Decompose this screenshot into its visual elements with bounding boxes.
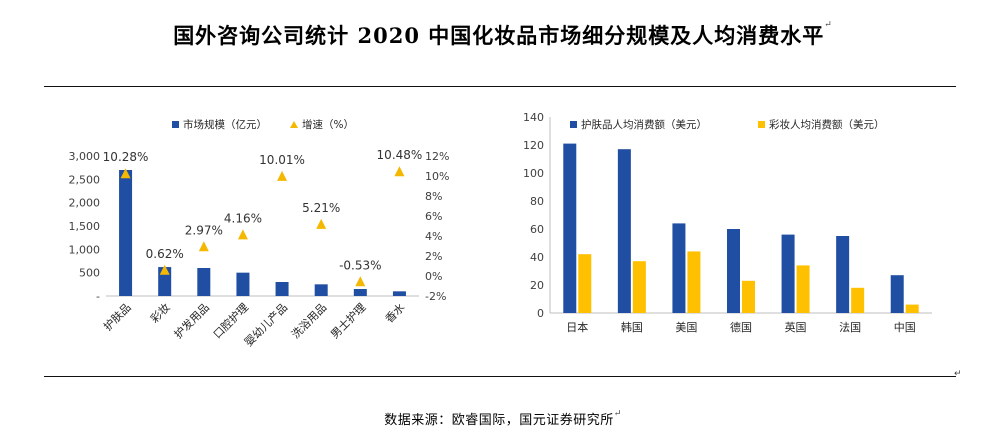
left-axis-tick-label: 1,500 — [69, 220, 101, 233]
right-axis-tick-label: 8% — [425, 190, 442, 203]
category-label: 口腔护理 — [210, 300, 251, 341]
category-label: 婴幼儿产品 — [241, 300, 290, 349]
growth-data-label: 5.21% — [302, 201, 340, 215]
bar-skincare — [617, 149, 631, 313]
category-label: 英国 — [785, 320, 807, 334]
bar-skincare — [781, 234, 795, 313]
left-axis-tick-label: 1,000 — [69, 243, 101, 256]
legend-label-growth: 增速（%） — [302, 118, 354, 131]
category-label: 德国 — [730, 320, 752, 334]
growth-marker — [316, 218, 327, 229]
category-label: 香水 — [383, 301, 408, 326]
bar-market-size — [197, 268, 211, 296]
growth-data-label: 0.62% — [146, 247, 184, 261]
left-axis-tick-label: 3,000 — [69, 150, 101, 163]
paragraph-mark-icon: ↵ — [824, 20, 833, 30]
bar-skincare — [727, 229, 740, 313]
source-text: 数据来源：欧睿国际，国元证券研究所 — [384, 413, 614, 428]
category-label: 彩妆 — [148, 301, 173, 326]
page-title: 国外咨询公司统计 2020 中国化妆品市场细分规模及人均消费水平↵ — [0, 20, 1006, 50]
y-axis-tick-label: 40 — [530, 251, 544, 264]
growth-marker — [120, 168, 131, 179]
growth-data-label: -0.53% — [339, 258, 381, 272]
right-axis-tick-label: 4% — [425, 230, 442, 243]
legend-swatch-makeup — [758, 121, 765, 128]
legend-label-makeup: 彩妆人均消费额（美元） — [769, 118, 885, 131]
category-label: 护发用品 — [171, 300, 212, 341]
legend-label-skincare: 护肤品人均消费额（美元） — [581, 118, 707, 131]
growth-data-label: 10.28% — [103, 150, 149, 164]
legend-triangle-icon — [290, 121, 298, 128]
category-label: 法国 — [839, 320, 861, 334]
growth-marker — [394, 166, 405, 177]
category-label: 韩国 — [621, 320, 643, 334]
market-size-chart: 市场规模（亿元） 增速（%） - 500 1,000 1,500 2,000 2,500 3,0… — [69, 118, 450, 349]
bar-makeup — [632, 261, 646, 313]
left-axis-tick-label: - — [96, 290, 100, 303]
y-axis-tick-label: 0 — [537, 307, 544, 320]
left-axis-tick-label: 2,000 — [69, 197, 101, 210]
bar-market-size — [275, 282, 289, 296]
bar-makeup — [851, 287, 865, 313]
category-label: 护肤品 — [100, 300, 133, 333]
source-note: 数据来源：欧睿国际，国元证券研究所↵ — [0, 409, 1006, 428]
bar-makeup — [905, 304, 919, 313]
bar-makeup — [796, 265, 810, 313]
right-axis-tick-label: 0% — [425, 270, 442, 283]
legend-swatch-skincare — [570, 121, 577, 128]
growth-marker — [198, 241, 209, 252]
bar-makeup — [578, 254, 592, 313]
growth-marker — [355, 276, 366, 287]
right-axis-tick-label: 6% — [425, 210, 442, 223]
growth-marker — [277, 170, 288, 181]
per-capita-spend-chart: 护肤品人均消费额（美元） 彩妆人均消费额（美元） 0 20 40 60 80 100 120 14… — [523, 111, 932, 334]
category-label: 美国 — [675, 321, 697, 334]
growth-data-label: 2.97% — [185, 223, 223, 237]
bar-market-size — [392, 291, 406, 296]
y-axis-tick-label: 140 — [523, 111, 544, 124]
bottom-rule — [44, 376, 956, 377]
right-axis-tick-label: -2% — [425, 290, 446, 303]
bar-skincare — [672, 223, 686, 313]
growth-marker — [237, 229, 248, 240]
growth-data-label: 10.01% — [259, 153, 305, 167]
bar-makeup — [687, 251, 701, 313]
growth-data-label: 4.16% — [224, 211, 262, 225]
category-label: 日本 — [566, 320, 588, 334]
bar-market-size — [236, 272, 250, 296]
category-label: 中国 — [894, 321, 916, 334]
paragraph-mark-icon: ↵ — [613, 409, 622, 419]
legend-swatch-market-size — [172, 121, 179, 128]
bar-market-size — [119, 170, 133, 296]
legend-label-market-size: 市场规模（亿元） — [183, 118, 267, 131]
y-axis-tick-label: 80 — [530, 195, 544, 208]
bar-makeup — [742, 280, 755, 313]
right-axis-tick-label: 10% — [425, 170, 449, 183]
growth-data-label: 10.48% — [377, 148, 423, 162]
bar-skincare — [890, 275, 904, 313]
bar-market-size — [314, 284, 328, 296]
bar-market-size — [353, 289, 367, 296]
left-axis-tick-label: 2,500 — [69, 173, 101, 186]
page-title-text: 国外咨询公司统计 2020 中国化妆品市场细分规模及人均消费水平 — [173, 23, 825, 48]
top-rule — [44, 86, 956, 87]
y-axis-tick-label: 100 — [523, 167, 544, 180]
bar-skincare — [836, 236, 850, 313]
category-label: 洗浴用品 — [289, 301, 329, 341]
y-axis-tick-label: 120 — [523, 139, 544, 152]
y-axis-tick-label: 20 — [530, 279, 544, 292]
category-label: 男士护理 — [327, 300, 368, 341]
y-axis-tick-label: 60 — [530, 223, 544, 236]
right-axis-tick-label: 2% — [425, 250, 442, 263]
right-axis-tick-label: 12% — [425, 150, 449, 163]
growth-marker — [159, 264, 170, 275]
left-axis-tick-label: 500 — [79, 267, 100, 280]
bar-skincare — [563, 143, 577, 313]
paragraph-mark-icon: ↵ — [954, 369, 962, 379]
